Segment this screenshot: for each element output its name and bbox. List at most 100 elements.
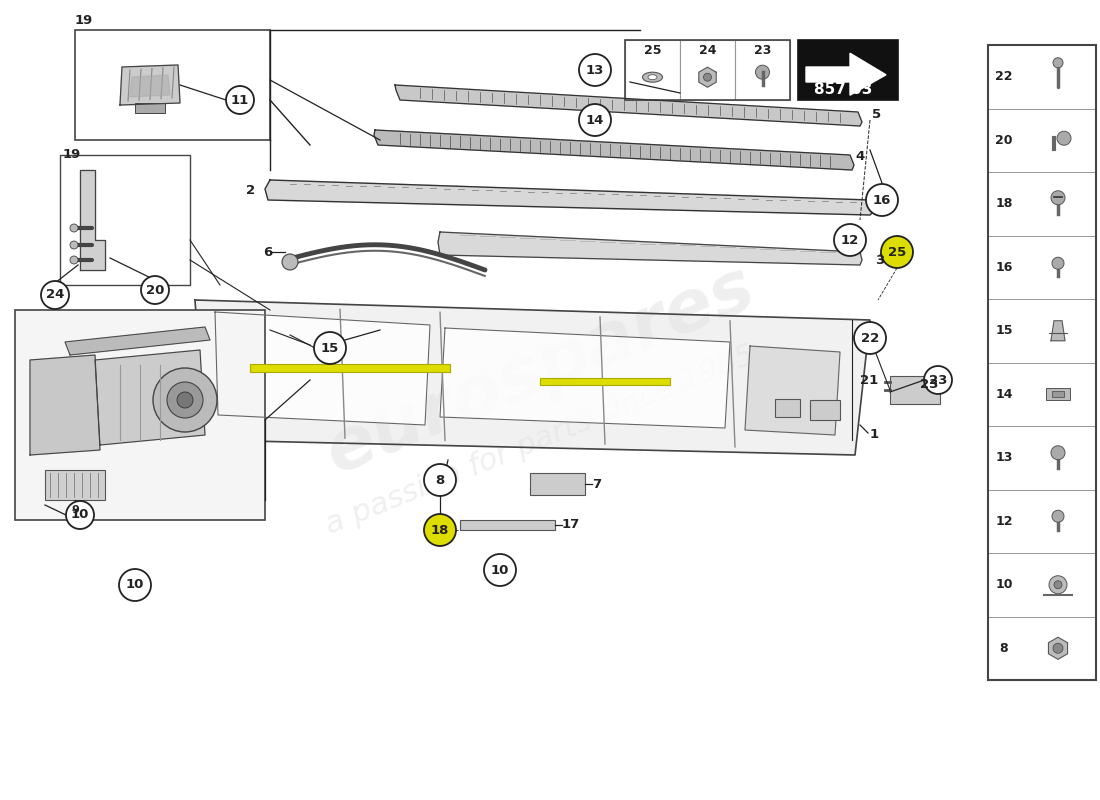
Circle shape: [424, 514, 456, 546]
Circle shape: [881, 236, 913, 268]
Text: 14: 14: [586, 114, 604, 126]
Polygon shape: [745, 346, 840, 435]
Bar: [988, 362, 1096, 426]
Text: 18: 18: [996, 198, 1013, 210]
Circle shape: [226, 86, 254, 114]
Text: 17: 17: [562, 518, 581, 531]
Polygon shape: [1050, 321, 1065, 341]
Circle shape: [70, 224, 78, 232]
Polygon shape: [1048, 638, 1067, 659]
Polygon shape: [130, 75, 170, 97]
Circle shape: [1053, 643, 1063, 654]
Circle shape: [177, 392, 192, 408]
Bar: [15, 310, 265, 520]
Bar: [988, 490, 1096, 553]
Polygon shape: [374, 130, 854, 170]
Polygon shape: [65, 327, 210, 355]
Polygon shape: [30, 355, 100, 455]
Polygon shape: [214, 312, 430, 425]
Polygon shape: [440, 328, 730, 428]
Polygon shape: [120, 65, 180, 105]
Text: 24: 24: [46, 289, 64, 302]
Text: 4: 4: [855, 150, 865, 163]
Text: 16: 16: [996, 261, 1013, 274]
Polygon shape: [95, 350, 205, 445]
Text: 10: 10: [70, 509, 89, 522]
Polygon shape: [438, 232, 862, 265]
Text: 23: 23: [754, 43, 771, 57]
Polygon shape: [80, 170, 104, 270]
Bar: [45, 470, 104, 500]
Circle shape: [153, 368, 217, 432]
Circle shape: [167, 382, 204, 418]
Text: 22: 22: [996, 70, 1013, 83]
Circle shape: [834, 224, 866, 256]
Circle shape: [1053, 58, 1063, 68]
Text: 3: 3: [874, 254, 884, 266]
Text: 13: 13: [586, 63, 604, 77]
Text: eurospares: eurospares: [316, 253, 764, 487]
Text: 12: 12: [996, 514, 1013, 528]
Circle shape: [424, 464, 456, 496]
Polygon shape: [698, 67, 716, 87]
Bar: [75, 30, 270, 140]
Bar: [988, 109, 1096, 172]
Circle shape: [1050, 190, 1065, 205]
Circle shape: [579, 104, 610, 136]
Text: 23: 23: [928, 374, 947, 386]
Text: 8: 8: [1000, 642, 1009, 654]
Text: 6: 6: [263, 246, 272, 258]
Circle shape: [70, 241, 78, 249]
Bar: [798, 40, 898, 100]
Bar: [460, 520, 556, 530]
Circle shape: [1057, 131, 1071, 146]
Circle shape: [70, 256, 78, 264]
Text: 22: 22: [861, 331, 879, 345]
Bar: [988, 617, 1096, 680]
Bar: [988, 45, 1096, 109]
Ellipse shape: [648, 74, 657, 80]
Bar: [988, 299, 1096, 362]
Circle shape: [141, 276, 169, 304]
Circle shape: [1049, 576, 1067, 594]
Text: 16: 16: [872, 194, 891, 206]
Text: 20: 20: [996, 134, 1013, 146]
Circle shape: [1054, 581, 1062, 589]
Circle shape: [119, 569, 151, 601]
Bar: [988, 235, 1096, 299]
Text: 12: 12: [840, 234, 859, 246]
Bar: [735, 40, 790, 100]
Circle shape: [704, 74, 712, 82]
Text: 18: 18: [431, 523, 449, 537]
Text: 24: 24: [698, 43, 716, 57]
Circle shape: [314, 332, 346, 364]
Circle shape: [579, 54, 610, 86]
Bar: [988, 45, 1096, 680]
Text: 5: 5: [872, 107, 881, 121]
Bar: [988, 426, 1096, 490]
Ellipse shape: [642, 72, 662, 82]
Text: 10: 10: [491, 563, 509, 577]
Bar: [810, 400, 840, 420]
Circle shape: [1052, 258, 1064, 270]
Bar: [890, 376, 940, 404]
Polygon shape: [265, 180, 874, 215]
Circle shape: [1052, 510, 1064, 522]
Text: 25: 25: [888, 246, 906, 258]
Bar: [530, 473, 585, 495]
Text: 1: 1: [870, 429, 879, 442]
Text: 11: 11: [231, 94, 249, 106]
Text: 2: 2: [246, 183, 255, 197]
Circle shape: [484, 554, 516, 586]
Text: 15: 15: [996, 324, 1013, 338]
Polygon shape: [395, 85, 862, 126]
Text: 857 03: 857 03: [814, 82, 872, 98]
Bar: [776, 399, 800, 417]
Text: 15: 15: [321, 342, 339, 354]
Text: 8: 8: [436, 474, 444, 486]
Bar: [988, 553, 1096, 617]
Bar: [135, 103, 165, 113]
Bar: [1052, 391, 1064, 398]
Circle shape: [854, 322, 886, 354]
Text: 23: 23: [920, 378, 938, 391]
